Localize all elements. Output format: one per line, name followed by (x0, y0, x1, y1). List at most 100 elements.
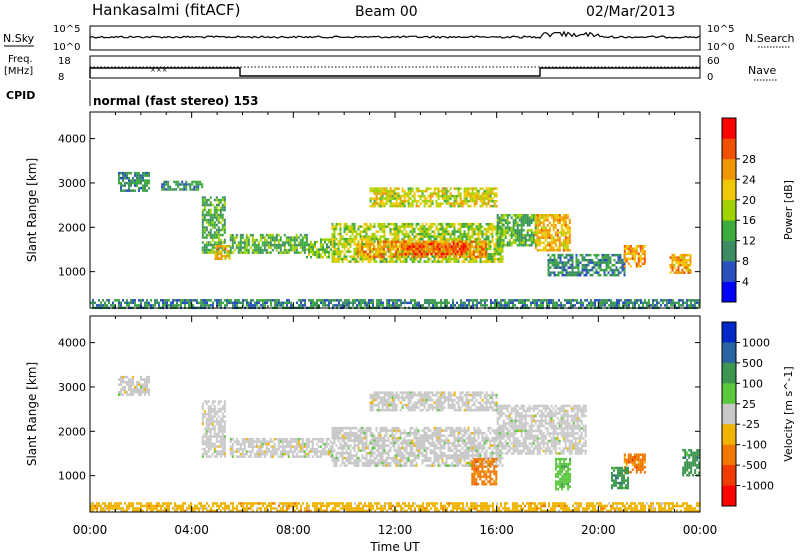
heatmap-cell (374, 250, 377, 254)
heatmap-cell (495, 232, 498, 236)
heatmap-cell (371, 204, 374, 208)
heatmap-cell (444, 250, 447, 253)
heatmap-cell (464, 240, 467, 244)
heatmap-cell (301, 241, 304, 244)
heatmap-cell (333, 252, 336, 256)
heatmap-cell (361, 225, 364, 228)
heatmap-cell (616, 304, 618, 307)
heatmap-cell (267, 243, 270, 247)
heatmap-cell (387, 255, 390, 258)
heatmap-cell (556, 214, 559, 217)
heatmap-cell (343, 431, 346, 435)
heatmap-cell (487, 252, 490, 256)
heatmap-cell (639, 245, 642, 248)
heatmap-cell (161, 183, 164, 186)
heatmap-cell (279, 248, 282, 252)
heatmap-cell (422, 247, 425, 251)
heatmap-cell (146, 171, 148, 175)
heatmap-cell (526, 214, 529, 217)
heatmap-cell (484, 299, 486, 302)
heatmap-cell (641, 252, 644, 255)
heatmap-cell (436, 250, 439, 253)
heatmap-cell (335, 431, 338, 435)
heatmap-cell (514, 219, 517, 222)
heatmap-cell (398, 304, 400, 307)
heatmap-cell (484, 253, 487, 256)
heatmap-cell (253, 241, 256, 244)
heatmap-cell (223, 198, 226, 202)
heatmap-cell (495, 194, 498, 198)
heatmap-cell (130, 299, 132, 302)
heatmap-cell (205, 221, 208, 224)
heatmap-cell (329, 445, 332, 448)
heatmap-cell (623, 247, 626, 250)
heatmap-cell (405, 225, 408, 228)
heatmap-cell (689, 253, 692, 257)
heatmap-cell (201, 455, 204, 458)
heatmap-cell (485, 189, 488, 193)
heatmap-cell (367, 237, 370, 241)
heatmap-cell (285, 251, 288, 254)
heatmap-cell (232, 304, 234, 307)
heatmap-cell (552, 249, 555, 252)
colorbar-tick-label: 24 (742, 173, 756, 186)
heatmap-cell (671, 266, 674, 269)
heatmap-cell (333, 461, 336, 465)
heatmap-cell (436, 304, 438, 307)
heatmap-cell (522, 219, 525, 222)
heatmap-cell (175, 180, 178, 184)
heatmap-cell (320, 301, 322, 305)
heatmap-cell (550, 234, 553, 237)
heatmap-cell (355, 250, 358, 253)
heatmap-cell (285, 452, 288, 456)
heatmap-cell (685, 266, 688, 269)
heatmap-cell (355, 237, 358, 241)
heatmap-cell (567, 266, 570, 269)
heatmap-cell (278, 299, 280, 302)
heatmap-cell (518, 231, 521, 234)
heatmap-cell (415, 199, 418, 203)
heatmap-cell (310, 250, 312, 254)
heatmap-cell (310, 304, 312, 307)
heatmap-cell (217, 425, 220, 428)
heatmap-cell (552, 229, 555, 232)
heatmap-cell (175, 183, 178, 186)
heatmap-cell (458, 255, 461, 259)
heatmap-cell (579, 271, 582, 274)
heatmap-cell (384, 253, 387, 256)
heatmap-cell (226, 299, 228, 302)
heatmap-cell (609, 261, 612, 264)
heatmap-cell (345, 459, 348, 462)
heatmap-cell (128, 176, 130, 180)
heatmap-cell (502, 239, 505, 242)
heatmap-cell (319, 445, 322, 448)
heatmap-cell (219, 213, 222, 217)
heatmap-cell (390, 304, 392, 307)
heatmap-cell (461, 222, 464, 226)
heatmap-cell (468, 253, 471, 256)
heatmap-cell (477, 222, 480, 226)
heatmap-cell (221, 228, 224, 232)
heatmap-cell (633, 255, 636, 258)
heatmap-cell (485, 230, 488, 233)
heatmap-cell (435, 260, 438, 263)
heatmap-cell (317, 437, 320, 441)
heatmap-cell (635, 247, 638, 250)
heatmap-cell (510, 231, 513, 234)
heatmap-cell (581, 266, 584, 269)
heatmap-cell (623, 245, 626, 248)
heatmap-cell (192, 299, 194, 302)
heatmap-cell (353, 237, 356, 241)
heatmap-cell (299, 241, 302, 244)
heatmap-cell (180, 304, 182, 307)
heatmap-cell (309, 447, 312, 451)
heatmap-cell (485, 260, 488, 263)
heatmap-cell (520, 226, 523, 229)
heatmap-cell (670, 304, 672, 307)
heatmap-cell (474, 245, 477, 249)
heatmap-cell (187, 183, 190, 186)
heatmap-cell (203, 226, 206, 229)
heatmap-cell (315, 452, 318, 456)
heatmap-cell (442, 247, 445, 251)
heatmap-cell (416, 304, 418, 307)
